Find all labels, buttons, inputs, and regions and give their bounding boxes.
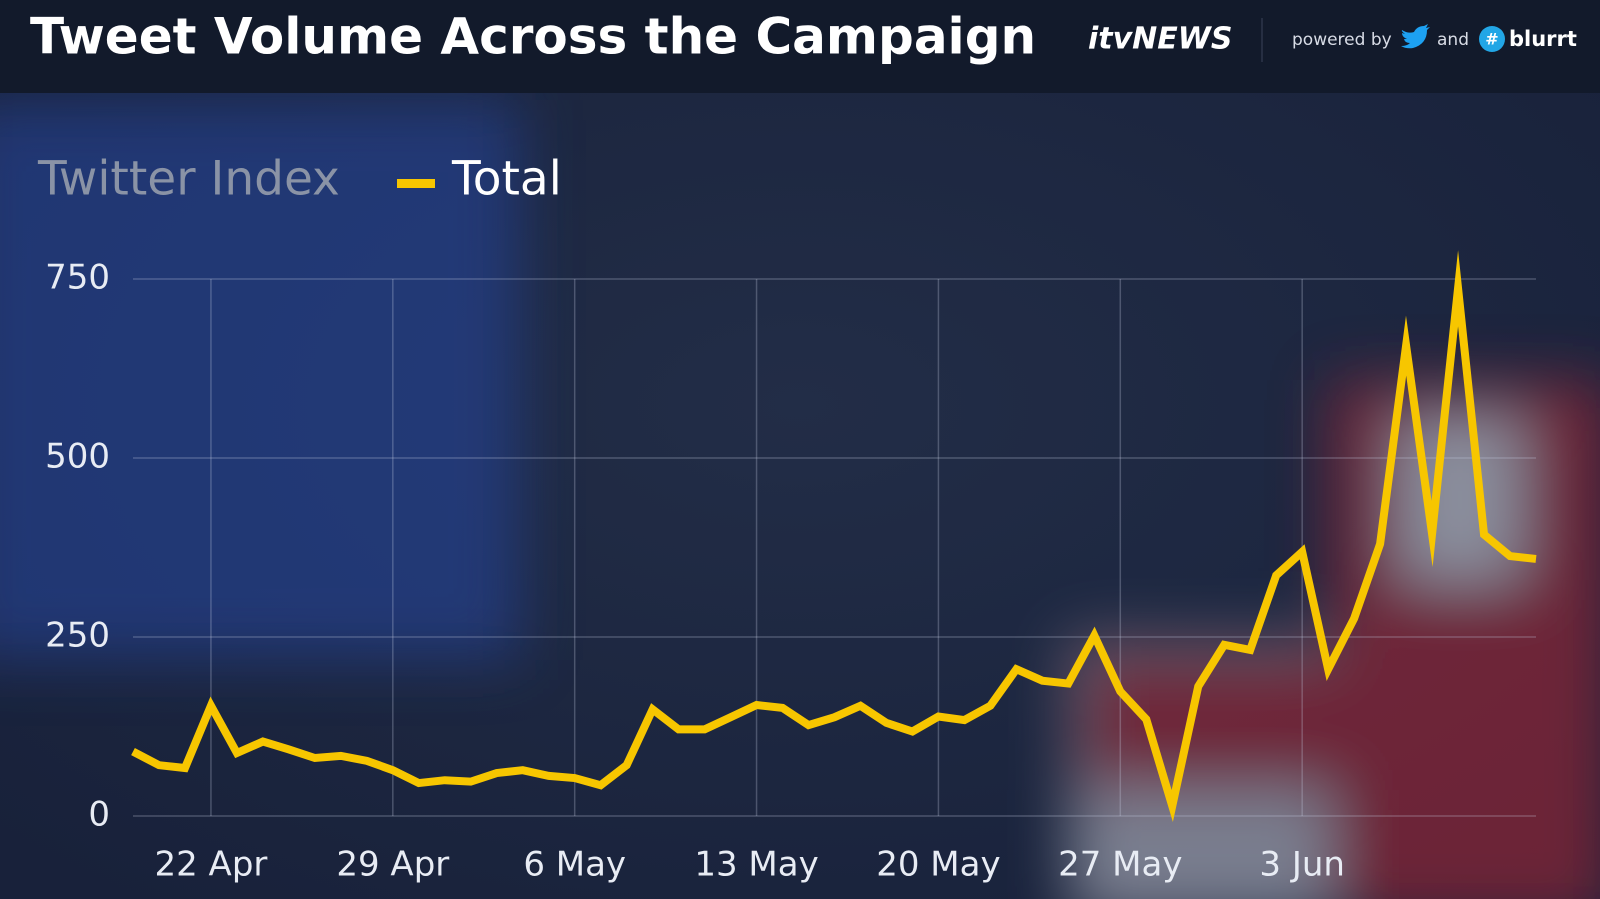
and-text: and [1437, 30, 1469, 50]
blurrt-icon [1479, 26, 1505, 52]
legend-swatch [397, 179, 435, 188]
x-tick-label: 29 Apr [336, 845, 449, 885]
x-tick-label: 6 May [523, 845, 626, 885]
background-flags [0, 100, 1600, 899]
partner-logo: blurrt [1509, 27, 1577, 51]
y-tick-label: 750 [45, 258, 110, 298]
blurrt-hash: # [1485, 30, 1498, 49]
powered-by: powered by [1292, 30, 1392, 50]
x-tick-label: 27 May [1058, 845, 1182, 885]
chart-title: Tweet Volume Across the Campaign [30, 8, 1036, 66]
y-tick-label: 250 [45, 616, 110, 656]
line-series [131, 250, 1537, 822]
legend-label: Total [451, 152, 562, 207]
x-tick-label: 13 May [694, 845, 818, 885]
header-bar [0, 0, 1600, 93]
twitter-icon [1401, 24, 1430, 49]
y-axis-title: Twitter Index [37, 152, 340, 207]
y-tick-label: 500 [45, 437, 110, 477]
x-tick-label: 22 Apr [154, 845, 267, 885]
y-tick-label: 0 [88, 795, 110, 835]
brand-logo: itvNEWS [1088, 22, 1232, 57]
x-tick-label: 20 May [876, 845, 1000, 885]
x-tick-label: 3 Jun [1259, 845, 1345, 885]
